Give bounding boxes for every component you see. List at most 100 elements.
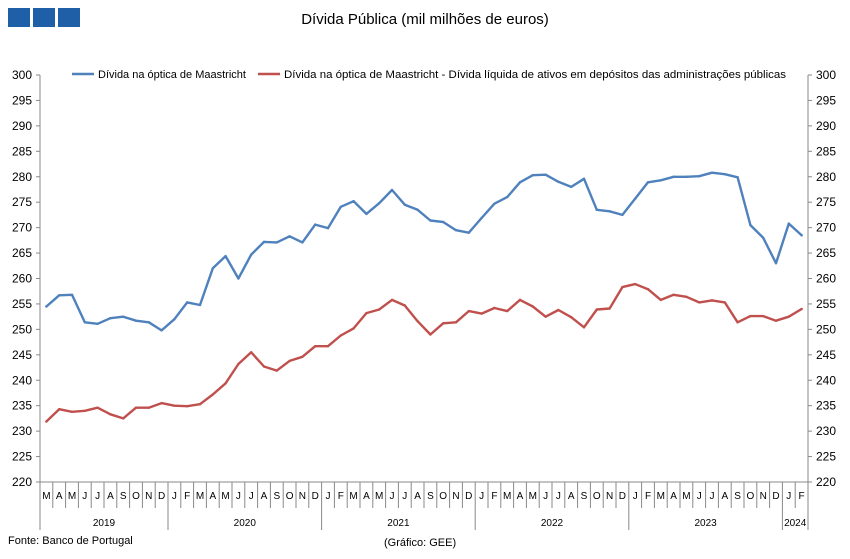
data-point-1 [96, 322, 99, 325]
x-tick-label: J [543, 491, 548, 502]
x-tick-label: J [402, 491, 407, 502]
x-tick-label: A [56, 491, 63, 502]
data-point-1 [326, 226, 330, 230]
series-line-1 [45, 171, 803, 332]
x-tick-label: M [657, 491, 665, 502]
data-point-1 [301, 241, 304, 244]
data-point-2 [301, 355, 304, 359]
data-point-1 [314, 223, 317, 226]
data-point-1 [352, 199, 355, 203]
x-tick-label: F [491, 491, 497, 502]
x-tick-label: M [68, 491, 76, 502]
y-tick-label-right: 265 [816, 246, 836, 260]
data-point-1 [531, 174, 534, 177]
data-point-2 [173, 404, 176, 407]
x-tick-label: A [670, 491, 677, 502]
x-tick-label: M [221, 491, 229, 502]
data-point-2 [403, 304, 406, 307]
y-tick-label-left: 250 [12, 322, 32, 336]
data-point-1 [160, 329, 163, 332]
x-tick-label: A [363, 491, 370, 502]
data-point-2 [416, 320, 419, 323]
x-tick-label: A [721, 491, 728, 502]
year-label: 2021 [387, 518, 410, 529]
year-label: 2019 [93, 518, 116, 529]
data-point-1 [378, 202, 381, 205]
y-tick-label-left: 235 [12, 399, 32, 413]
data-point-2 [723, 301, 726, 304]
x-tick-label: M [349, 491, 357, 502]
data-point-1 [442, 220, 445, 224]
data-point-2 [710, 299, 714, 302]
y-tick-label-left: 285 [12, 144, 32, 158]
y-tick-label-right: 220 [816, 475, 836, 489]
data-point-1 [774, 262, 778, 265]
data-point-2 [467, 309, 470, 313]
data-point-1 [416, 208, 419, 212]
data-point-2 [493, 306, 496, 310]
source-note: Fonte: Banco de Portugal [8, 535, 133, 547]
data-point-1 [723, 173, 726, 176]
data-point-1 [659, 179, 662, 182]
data-point-2 [570, 315, 573, 319]
y-tick-label-right: 230 [816, 424, 836, 438]
y-tick-label-left: 260 [12, 272, 32, 286]
data-point-1 [621, 213, 624, 217]
data-point-1 [262, 240, 266, 244]
y-tick-label-left: 255 [12, 297, 32, 311]
y-tick-label-left: 225 [12, 450, 32, 464]
data-point-1 [45, 305, 48, 308]
data-point-2 [787, 315, 790, 318]
data-point-1 [403, 203, 406, 206]
data-point-2 [352, 327, 355, 330]
data-point-2 [365, 311, 368, 315]
data-point-2 [800, 307, 803, 311]
data-point-2 [480, 312, 483, 315]
data-point-1 [173, 318, 176, 321]
data-point-1 [365, 212, 368, 216]
x-tick-label: N [606, 491, 613, 502]
data-point-2 [186, 404, 189, 408]
x-tick-label: N [145, 491, 152, 502]
data-point-1 [250, 253, 253, 256]
data-point-2 [685, 295, 688, 299]
data-point-2 [774, 319, 778, 322]
data-point-1 [582, 177, 586, 180]
x-tick-label: D [158, 491, 165, 502]
data-point-2 [582, 326, 586, 329]
legend-label-2: Dívida na óptica de Maastricht - Dívida … [284, 69, 787, 81]
y-tick-label-right: 240 [816, 373, 836, 387]
data-point-2 [314, 344, 317, 348]
data-point-2 [198, 402, 202, 406]
data-point-1 [198, 303, 202, 307]
data-point-2 [429, 333, 432, 336]
data-point-1 [518, 181, 522, 184]
chart-title: Dívida Pública (mil milhões de euros) [301, 11, 549, 28]
data-point-2 [134, 406, 138, 409]
x-tick-label: N [452, 491, 459, 502]
x-tick-label: J [82, 491, 87, 502]
logo-block [58, 8, 80, 27]
y-tick-label-right: 235 [816, 399, 836, 413]
y-tick-label-left: 290 [12, 119, 32, 133]
x-tick-label: A [517, 491, 524, 502]
logo-block [8, 8, 30, 27]
data-point-2 [544, 315, 547, 318]
data-point-1 [685, 175, 688, 178]
x-tick-label: J [786, 491, 791, 502]
data-point-1 [762, 236, 765, 239]
data-point-1 [211, 267, 214, 270]
data-point-1 [275, 241, 278, 244]
data-point-1 [787, 222, 790, 225]
x-tick-label: J [390, 491, 395, 502]
x-tick-label: S [120, 491, 127, 502]
x-tick-label: A [261, 491, 268, 502]
data-point-2 [518, 298, 522, 302]
x-tick-label: S [427, 491, 434, 502]
data-point-1 [454, 228, 458, 232]
y-tick-label-left: 275 [12, 195, 32, 209]
data-point-2 [109, 413, 112, 416]
data-point-2 [224, 382, 227, 385]
data-point-1 [147, 321, 150, 324]
